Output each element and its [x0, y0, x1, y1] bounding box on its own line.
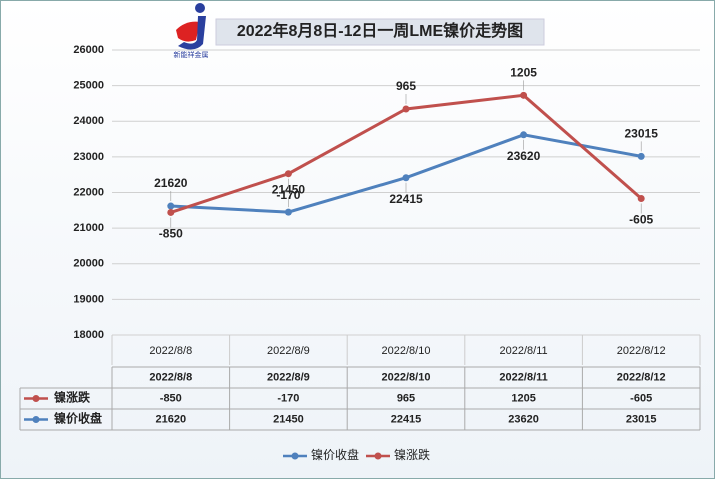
legend-marker: [374, 452, 382, 460]
table-header: 2022/8/8: [149, 371, 192, 383]
data-label: 965: [396, 79, 416, 93]
x-tick-label: 2022/8/11: [500, 345, 548, 357]
data-label: 22415: [389, 192, 423, 206]
legend-marker: [291, 452, 299, 460]
table-cell: 965: [397, 392, 415, 404]
table-row-label: 镍涨跌: [54, 390, 91, 405]
data-label: -170: [276, 188, 300, 202]
table-row-label: 镍价收盘: [54, 411, 102, 426]
y-tick-label: 25000: [73, 80, 104, 92]
y-tick-label: 22000: [73, 186, 104, 198]
x-tick-label: 2022/8/10: [382, 345, 431, 357]
y-tick-label: 20000: [73, 258, 104, 270]
title-box: [215, 18, 545, 46]
point: [284, 170, 292, 178]
logo-shape: [178, 16, 206, 50]
point: [402, 174, 410, 182]
logo: 新能祥金属: [174, 3, 209, 59]
data-label: 21450: [272, 182, 306, 196]
table-cell: 23015: [626, 413, 657, 425]
data-label: -850: [159, 227, 183, 241]
table-cell: -170: [277, 392, 299, 404]
table-cell: 21450: [273, 413, 304, 425]
y-tick-label: 18000: [73, 329, 104, 341]
y-tick-label: 24000: [73, 115, 104, 127]
table-cell: 21620: [156, 413, 187, 425]
table-cell: 22415: [391, 413, 422, 425]
table-header: 2022/8/9: [267, 371, 310, 383]
point: [167, 208, 175, 216]
table-header: 2022/8/10: [382, 371, 431, 383]
table-header: 2022/8/11: [499, 371, 547, 383]
x-tick-label: 2022/8/8: [149, 345, 192, 357]
point: [167, 202, 175, 210]
chart-title: 2022年8月8日-12日一周LME镍价走势图: [237, 21, 523, 40]
data-label: 21620: [154, 176, 188, 190]
legend-label: 镍涨跌: [394, 447, 430, 462]
legend-label: 镍价收盘: [311, 447, 359, 462]
data-label: -605: [629, 213, 653, 227]
logo-dot: [195, 3, 205, 13]
x-tick-label: 2022/8/9: [267, 345, 310, 357]
y-tick-label: 19000: [73, 293, 104, 305]
data-label: 23015: [625, 127, 659, 141]
table-cell: -850: [160, 392, 182, 404]
table-cell: 23620: [508, 413, 539, 425]
data-label: 1205: [510, 65, 537, 79]
point: [520, 91, 528, 99]
table-cell: -605: [630, 392, 652, 404]
point: [637, 194, 645, 202]
x-tick-label: 2022/8/12: [617, 345, 666, 357]
y-tick-label: 21000: [73, 222, 104, 234]
point: [284, 208, 292, 216]
logo-shape: [176, 21, 200, 42]
table-cell: 1205: [511, 392, 535, 404]
data-label: 23620: [507, 149, 541, 163]
point: [637, 152, 645, 160]
table-header: 2022/8/12: [617, 371, 666, 383]
y-tick-label: 26000: [73, 44, 104, 56]
table-legend-marker: [32, 395, 40, 402]
point: [402, 105, 410, 113]
logo-text: 新能祥金属: [174, 50, 209, 59]
y-tick-label: 23000: [73, 151, 104, 163]
point: [520, 131, 528, 139]
table-legend-marker: [32, 416, 40, 423]
